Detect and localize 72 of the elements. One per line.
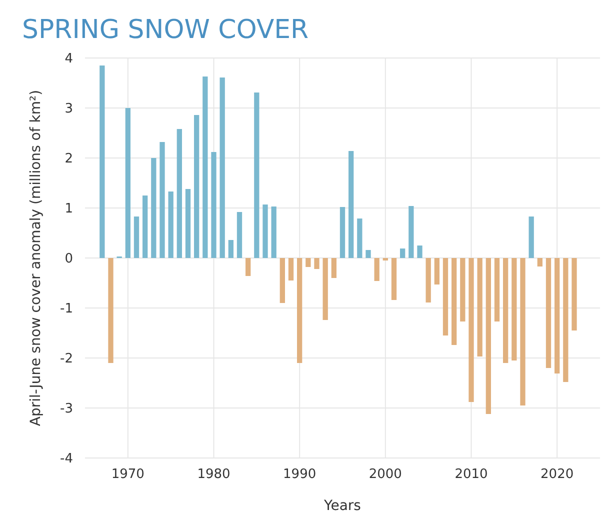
bar [366,250,371,258]
bar [228,240,234,258]
x-tick-label: 1970 [111,467,144,482]
y-tick-label: 3 [64,102,73,117]
bar [348,151,354,258]
bar [314,258,320,269]
bar [512,258,517,360]
y-axis-title: April-June snow cover anomaly (millions of km²) [28,90,44,426]
bar [442,258,448,336]
bar [220,78,225,258]
bar [280,258,285,303]
y-tick-label: 0 [64,252,73,267]
bar [134,216,140,258]
bar [211,152,216,258]
bar [142,196,148,258]
bar [417,246,422,258]
bar [563,258,568,382]
y-tick-label: -2 [60,352,73,367]
x-tick-label: 2010 [454,467,488,482]
bar [460,258,466,322]
bar [400,248,406,258]
bar [468,258,474,402]
bar [554,258,560,374]
bar [572,258,577,330]
bar [202,76,208,258]
bar [408,206,414,258]
bar [108,258,114,363]
bar [246,258,251,276]
bar [486,258,491,414]
bar [254,92,260,258]
y-tick-label: 2 [64,152,73,167]
bar [331,258,336,278]
bar [546,258,552,368]
x-axis-title: Years [323,498,361,514]
bar [288,258,294,280]
bar [340,207,346,258]
bar [477,258,482,356]
bar [262,204,268,258]
bar [185,189,191,258]
bar [503,258,508,363]
bar [494,258,500,322]
bar [160,142,165,258]
bar [194,115,200,258]
bar [236,212,242,258]
chart-title: SPRING SNOW COVER [22,15,309,45]
x-tick-label: 1990 [283,467,316,482]
y-tick-label: 4 [64,52,73,67]
bar [357,218,362,258]
bar [125,108,130,258]
y-tick-label: -3 [60,402,73,417]
y-tick-label: 1 [64,202,73,217]
x-tick-label: 1980 [197,467,230,482]
bar [391,258,397,300]
bar [151,158,156,258]
bar [176,129,182,258]
bar [271,206,276,258]
bar [168,192,174,258]
x-tick-label: 2020 [540,467,574,482]
bar [322,258,328,320]
bar [297,258,302,363]
x-tick-label: 2000 [368,467,402,482]
bar [426,258,431,302]
bar [100,66,105,258]
bar [537,258,542,266]
bar [528,216,534,258]
bar [374,258,380,281]
bar [306,258,311,267]
bar [520,258,526,406]
y-tick-label: -1 [60,302,73,317]
bar [434,258,440,284]
y-tick-label: -4 [60,452,73,467]
bar [452,258,457,345]
